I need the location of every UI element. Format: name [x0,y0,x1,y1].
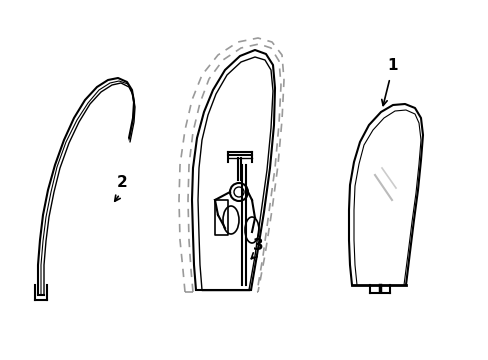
Text: 1: 1 [387,58,397,72]
Text: 3: 3 [252,238,263,252]
Text: 2: 2 [116,175,127,189]
